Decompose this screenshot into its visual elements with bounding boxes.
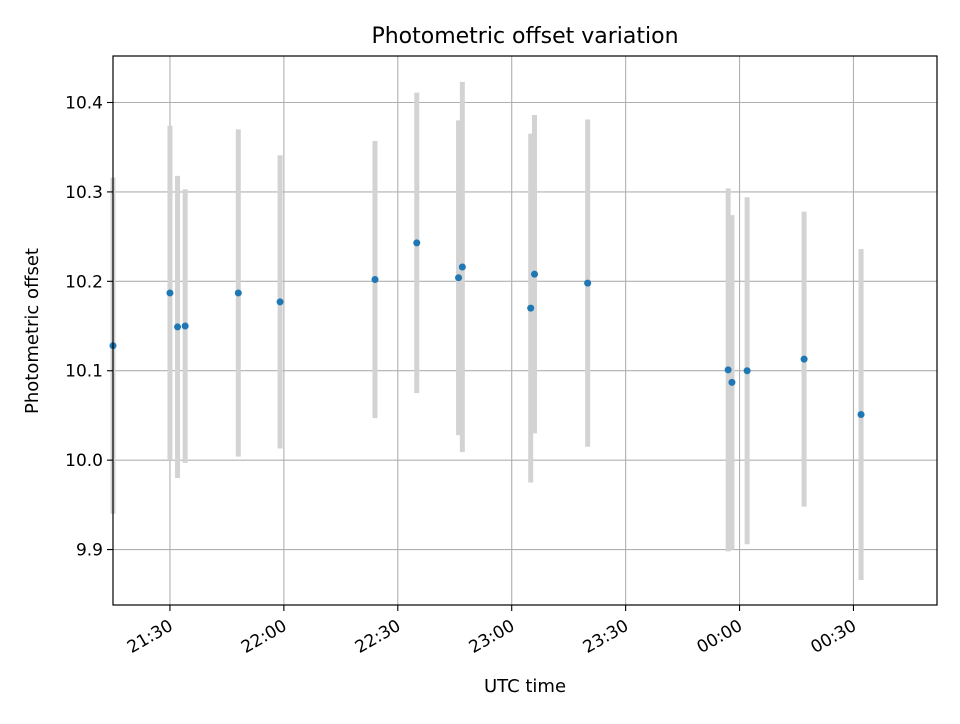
data-point xyxy=(800,355,808,363)
y-tick-label: 10.3 xyxy=(65,183,103,203)
data-point xyxy=(530,270,538,278)
data-point xyxy=(174,323,182,331)
data-point xyxy=(857,411,865,419)
data-point xyxy=(728,378,736,386)
data-point xyxy=(458,263,466,271)
chart-title: Photometric offset variation xyxy=(371,24,678,49)
y-tick-label: 10.0 xyxy=(65,451,103,471)
data-point xyxy=(371,276,379,284)
x-axis-label: UTC time xyxy=(484,676,566,697)
data-point xyxy=(413,239,421,247)
y-tick-label: 9.9 xyxy=(76,541,103,561)
grid xyxy=(113,56,937,605)
data-point xyxy=(181,322,189,330)
plot-frame xyxy=(112,55,938,606)
y-tick-label: 10.1 xyxy=(65,362,103,382)
data-point xyxy=(455,274,463,282)
data-point xyxy=(234,289,242,297)
data-point xyxy=(166,289,174,297)
y-tick-label: 10.4 xyxy=(65,93,103,113)
data-point xyxy=(276,298,284,306)
y-axis-ticks: 9.9 10.0 10.1 10.2 10.3 10.4 xyxy=(65,93,113,561)
data-point xyxy=(743,367,751,375)
data-point xyxy=(527,304,535,312)
data-point xyxy=(584,279,592,287)
data-points xyxy=(109,239,865,419)
data-point xyxy=(724,366,732,374)
y-tick-label: 10.2 xyxy=(65,272,103,292)
y-axis-label: Photometric offset xyxy=(22,248,43,414)
